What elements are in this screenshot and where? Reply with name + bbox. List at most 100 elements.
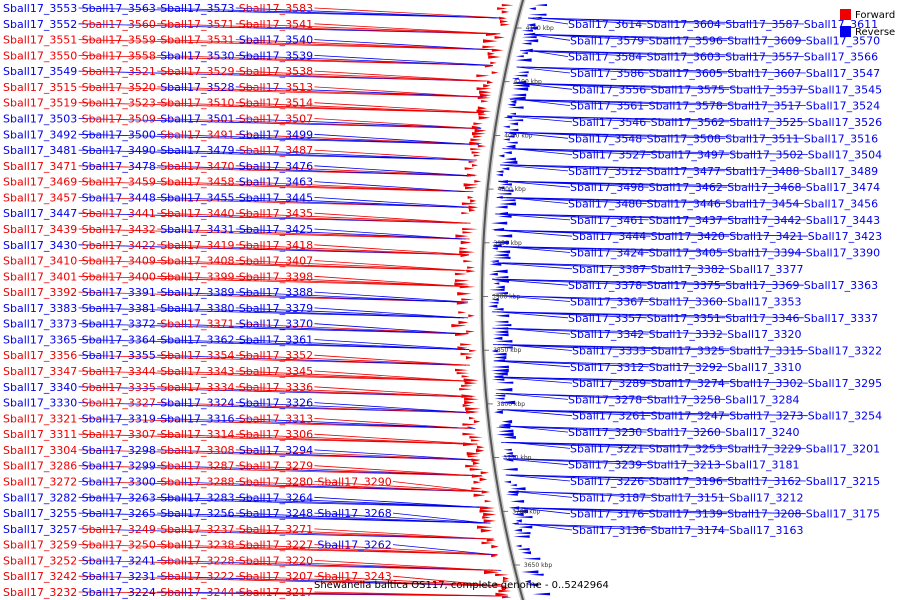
gene-label[interactable]: Sball17_3265 (82, 507, 156, 520)
gene-label[interactable]: Sball17_3408 (160, 255, 234, 268)
gene-label[interactable]: Sball17_3407 (239, 255, 313, 268)
gene-label[interactable]: Sball17_3373 (3, 318, 77, 331)
gene-label[interactable]: Sball17_3550 (3, 49, 77, 62)
gene-label[interactable]: Sball17_3516 (804, 132, 878, 145)
gene-label[interactable]: Sball17_3392 (3, 286, 77, 299)
gene-label[interactable]: Sball17_3299 (82, 460, 156, 473)
gene-label[interactable]: Sball17_3520 (82, 81, 156, 94)
gene-label[interactable]: Sball17_3345 (239, 365, 313, 378)
gene-label[interactable]: Sball17_3431 (160, 223, 234, 236)
gene-label[interactable]: Sball17_3513 (239, 81, 313, 94)
gene-label[interactable]: Sball17_3287 (160, 460, 234, 473)
gene-label[interactable]: Sball17_3409 (82, 255, 156, 268)
gene-label[interactable]: Sball17_3371 (160, 318, 234, 331)
gene-label[interactable]: Sball17_3208 (727, 508, 801, 521)
gene-label[interactable]: Sball17_3583 (239, 2, 313, 15)
gene-label[interactable]: Sball17_3470 (160, 160, 234, 173)
gene-label[interactable]: Sball17_3530 (160, 49, 234, 62)
gene-label[interactable]: Sball17_3221 (570, 442, 644, 455)
gene-label[interactable]: Sball17_3283 (160, 491, 234, 504)
gene-label[interactable]: Sball17_3526 (808, 116, 882, 129)
gene-label[interactable]: Sball17_3481 (3, 144, 77, 157)
gene-label[interactable]: Sball17_3430 (3, 239, 77, 252)
gene-label[interactable]: Sball17_3487 (239, 144, 313, 157)
gene-label[interactable]: Sball17_3187 (572, 491, 646, 504)
gene-label[interactable]: Sball17_3378 (568, 279, 642, 292)
gene-label[interactable]: Sball17_3288 (160, 476, 234, 489)
gene-label[interactable]: Sball17_3279 (239, 460, 313, 473)
gene-label[interactable]: Sball17_3280 (239, 476, 313, 489)
gene-label[interactable]: Sball17_3469 (3, 176, 77, 189)
gene-label[interactable]: Sball17_3282 (3, 491, 77, 504)
gene-label[interactable]: Sball17_3313 (239, 412, 313, 425)
gene-label[interactable]: Sball17_3418 (239, 239, 313, 252)
gene-label[interactable]: Sball17_3364 (82, 334, 156, 347)
gene-label[interactable]: Sball17_3370 (239, 318, 313, 331)
gene-label[interactable]: Sball17_3458 (160, 176, 234, 189)
gene-label[interactable]: Sball17_3163 (729, 524, 803, 537)
gene-label[interactable]: Sball17_3259 (3, 539, 77, 552)
gene-label[interactable]: Sball17_3360 (649, 296, 723, 309)
gene-label[interactable]: Sball17_3579 (570, 34, 644, 47)
gene-label[interactable]: Sball17_3271 (239, 523, 313, 536)
gene-label[interactable]: Sball17_3361 (239, 334, 313, 347)
gene-label[interactable]: Sball17_3357 (568, 312, 642, 325)
gene-label[interactable]: Sball17_3420 (651, 230, 725, 243)
gene-label[interactable]: Sball17_3421 (729, 230, 803, 243)
gene-label[interactable]: Sball17_3201 (806, 442, 880, 455)
gene-label[interactable]: Sball17_3363 (804, 279, 878, 292)
gene-label[interactable]: Sball17_3243 (317, 570, 391, 583)
gene-label[interactable]: Sball17_3248 (239, 507, 313, 520)
gene-label[interactable]: Sball17_3603 (647, 51, 721, 64)
gene-label[interactable]: Sball17_3226 (570, 475, 644, 488)
gene-label[interactable]: Sball17_3519 (3, 97, 77, 110)
gene-label[interactable]: Sball17_3457 (3, 191, 77, 204)
gene-label[interactable]: Sball17_3136 (572, 524, 646, 537)
gene-label[interactable]: Sball17_3435 (239, 207, 313, 220)
gene-label[interactable]: Sball17_3563 (82, 2, 156, 15)
gene-label[interactable]: Sball17_3527 (572, 149, 646, 162)
gene-label[interactable]: Sball17_3333 (572, 345, 646, 358)
gene-label[interactable]: Sball17_3307 (82, 428, 156, 441)
gene-label[interactable]: Sball17_3571 (160, 18, 234, 31)
gene-label[interactable]: Sball17_3231 (82, 570, 156, 583)
gene-label[interactable]: Sball17_3388 (239, 286, 313, 299)
gene-label[interactable]: Sball17_3401 (3, 270, 77, 283)
gene-label[interactable]: Sball17_3584 (568, 51, 642, 64)
gene-label[interactable]: Sball17_3355 (82, 349, 156, 362)
gene-label[interactable]: Sball17_3367 (570, 296, 644, 309)
gene-label[interactable]: Sball17_3250 (82, 539, 156, 552)
gene-label[interactable]: Sball17_3562 (651, 116, 725, 129)
gene-label[interactable]: Sball17_3557 (725, 51, 799, 64)
gene-label[interactable]: Sball17_3312 (570, 361, 644, 374)
gene-label[interactable]: Sball17_3462 (649, 181, 723, 194)
gene-label[interactable]: Sball17_3498 (570, 181, 644, 194)
gene-label[interactable]: Sball17_3497 (651, 149, 725, 162)
gene-label[interactable]: Sball17_3249 (82, 523, 156, 536)
gene-label[interactable]: Sball17_3181 (725, 459, 799, 472)
gene-label[interactable]: Sball17_3423 (808, 230, 882, 243)
gene-label[interactable]: Sball17_3424 (570, 247, 644, 260)
gene-label[interactable]: Sball17_3551 (3, 34, 77, 47)
gene-label[interactable]: Sball17_3480 (568, 198, 642, 211)
gene-label[interactable]: Sball17_3274 (651, 377, 725, 390)
gene-label[interactable]: Sball17_3381 (82, 302, 156, 315)
gene-label[interactable]: Sball17_3207 (239, 570, 313, 583)
gene-label[interactable]: Sball17_3425 (239, 223, 313, 236)
gene-label[interactable]: Sball17_3560 (82, 18, 156, 31)
gene-label[interactable]: Sball17_3239 (568, 459, 642, 472)
gene-label[interactable]: Sball17_3238 (160, 539, 234, 552)
gene-label[interactable]: Sball17_3511 (725, 132, 799, 145)
gene-label[interactable]: Sball17_3454 (725, 198, 799, 211)
gene-label[interactable]: Sball17_3213 (647, 459, 721, 472)
gene-label[interactable]: Sball17_3529 (160, 65, 234, 78)
gene-label[interactable]: Sball17_3263 (82, 491, 156, 504)
gene-label[interactable]: Sball17_3302 (729, 377, 803, 390)
gene-label[interactable]: Sball17_3445 (239, 191, 313, 204)
gene-label[interactable]: Sball17_3260 (647, 426, 721, 439)
gene-label[interactable]: Sball17_3162 (727, 475, 801, 488)
gene-label[interactable]: Sball17_3525 (729, 116, 803, 129)
gene-label[interactable]: Sball17_3356 (3, 349, 77, 362)
gene-label[interactable]: Sball17_3224 (82, 586, 156, 599)
gene-label[interactable]: Sball17_3365 (3, 334, 77, 347)
